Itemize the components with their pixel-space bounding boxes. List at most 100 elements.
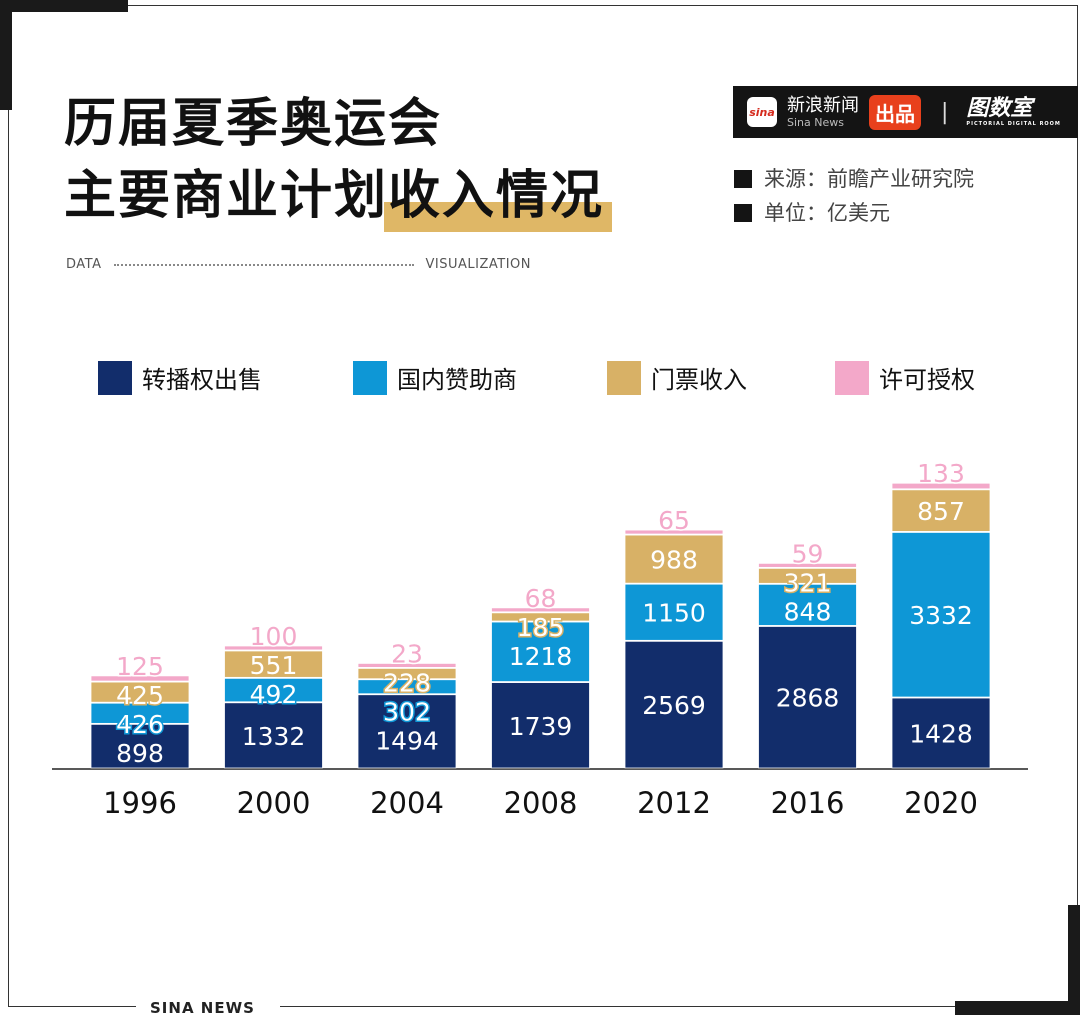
- bar-segment-2012-s2: [624, 534, 724, 584]
- legend-swatch: [98, 360, 132, 395]
- unit-text: 单位：亿美元: [764, 201, 890, 225]
- bar-segment-2000-s3: [224, 645, 323, 651]
- data-label-2016-s0: 2868: [776, 684, 840, 713]
- brand-bar: sina 新浪新闻 Sina News 出品 | 图数室 PICTORIAL DI…: [733, 86, 1078, 138]
- data-label-2012-s1: 1150: [642, 599, 706, 628]
- frame-left: [8, 5, 9, 1007]
- data-label-2016-s3: 59: [792, 539, 824, 568]
- bar-segment-2016-s0: [758, 626, 857, 769]
- legend-label: 许可授权: [879, 366, 975, 394]
- frame-top: [8, 5, 1078, 6]
- data-label-2008-s0: 1739: [509, 712, 573, 741]
- meta-info: 来源：前瞻产业研究院 单位：亿美元: [734, 162, 974, 230]
- bar-segment-2020-s0: [891, 697, 991, 769]
- data-label-2004-s0: 1494: [375, 726, 439, 755]
- legend-swatch: [835, 360, 869, 395]
- data-label-2000-s2: 551: [250, 651, 298, 680]
- bar-segment-1996-s2: [90, 681, 190, 703]
- bar-segment-1996-s1: [90, 702, 190, 724]
- data-label-2016-s2: 321: [784, 568, 832, 597]
- bar-segment-2000-s1: [224, 677, 323, 703]
- x-tick-label: 2016: [771, 786, 845, 820]
- data-label-2016-s1: 848: [784, 597, 832, 626]
- data-label-2000-s0: 1332: [242, 722, 306, 751]
- data-label-2012-s0: 2569: [642, 691, 706, 720]
- bar-segment-1996-s3: [90, 675, 190, 682]
- data-label-2020-s1: 3332: [909, 601, 973, 630]
- partner-logo: 图数室 PICTORIAL DIGITAL ROOM: [966, 95, 1061, 127]
- bar-segment-2004-s0: [357, 694, 457, 769]
- square-bullet-icon: [734, 170, 752, 188]
- title-line-2-plain: 主要商业计划: [64, 166, 389, 226]
- data-label-2004-s2: 228: [383, 668, 431, 697]
- corner-decoration: [0, 0, 12, 110]
- legend-swatch: [607, 360, 641, 395]
- bar-segment-1996-s0: [90, 723, 190, 769]
- x-tick-label: 2000: [237, 786, 311, 820]
- x-tick-label: 2020: [904, 786, 978, 820]
- data-label-2020-s3: 133: [917, 459, 965, 488]
- title-highlight: 收入情况: [388, 166, 605, 226]
- sina-name: 新浪新闻 Sina News: [787, 94, 859, 129]
- legend-item-domestic: 国内赞助商: [353, 360, 607, 395]
- data-label-2004-s1: 302: [383, 697, 431, 726]
- corner-decoration: [1068, 905, 1080, 1015]
- bar-segment-2008-s1: [491, 621, 590, 682]
- data-label-1996-s0: 898: [116, 739, 164, 768]
- source-text: 来源：前瞻产业研究院: [764, 167, 974, 191]
- bar-segment-2012-s3: [624, 529, 724, 535]
- data-label-1996-s3: 125: [116, 652, 164, 681]
- x-tick-label: 2004: [370, 786, 444, 820]
- tagline: DATA VISUALIZATION: [66, 257, 531, 272]
- source-line: 来源：前瞻产业研究院: [734, 162, 974, 196]
- bar-segment-2012-s0: [624, 640, 724, 769]
- bar-segment-2004-s1: [357, 679, 457, 695]
- data-label-2012-s2: 988: [650, 546, 698, 575]
- legend-label: 门票收入: [651, 366, 747, 394]
- x-tick-label: 2008: [504, 786, 578, 820]
- partner-name-en: PICTORIAL DIGITAL ROOM: [966, 120, 1061, 127]
- bar-segment-2008-s0: [491, 682, 590, 769]
- sina-name-cn: 新浪新闻: [787, 94, 859, 116]
- tagline-left: DATA: [66, 257, 102, 272]
- bar-segment-2000-s2: [224, 650, 323, 678]
- bar-segment-2020-s3: [891, 482, 991, 490]
- title-line-2: 主要商业计划收入情况: [64, 160, 604, 232]
- sina-logo-icon: sina: [747, 97, 777, 127]
- bar-segment-2012-s1: [624, 583, 724, 641]
- footer-brand: SINA NEWS: [150, 999, 255, 1017]
- brand-separator: |: [941, 99, 949, 125]
- partner-name: 图数室: [966, 95, 1033, 121]
- x-tick-label: 1996: [103, 786, 177, 820]
- corner-decoration: [0, 0, 128, 12]
- data-label-2000-s3: 100: [250, 622, 298, 651]
- dotted-divider: [113, 263, 414, 266]
- chart-legend: 转播权出售 国内赞助商 门票收入 许可授权: [98, 360, 975, 395]
- legend-label: 转播权出售: [142, 366, 262, 394]
- bar-segment-2008-s3: [491, 607, 590, 613]
- data-label-1996-s2: 425: [116, 681, 164, 710]
- legend-item-broadcast: 转播权出售: [98, 360, 353, 395]
- sina-name-en: Sina News: [787, 115, 844, 129]
- unit-line: 单位：亿美元: [734, 196, 974, 230]
- data-label-2020-s2: 857: [917, 497, 965, 526]
- bar-segment-2016-s1: [758, 583, 857, 626]
- corner-decoration: [955, 1001, 1080, 1015]
- bar-segment-2000-s0: [224, 702, 323, 769]
- data-label-2008-s2: 185: [517, 613, 565, 642]
- x-tick-label: 2012: [637, 786, 711, 820]
- legend-label: 国内赞助商: [397, 366, 517, 394]
- data-label-2008-s1: 1218: [509, 642, 573, 671]
- bar-segment-2016-s2: [758, 567, 857, 584]
- legend-swatch: [353, 360, 387, 395]
- frame-right: [1077, 5, 1078, 1007]
- data-label-2004-s3: 23: [391, 639, 423, 668]
- data-label-2012-s3: 65: [658, 506, 690, 535]
- frame-bottom: [280, 1006, 960, 1007]
- data-label-2000-s1: 492: [250, 680, 298, 709]
- data-label-2020-s0: 1428: [909, 720, 973, 749]
- bar-segment-2004-s3: [357, 663, 457, 668]
- square-bullet-icon: [734, 204, 752, 222]
- legend-item-ticket: 门票收入: [607, 360, 835, 395]
- data-label-1996-s1: 426: [116, 710, 164, 739]
